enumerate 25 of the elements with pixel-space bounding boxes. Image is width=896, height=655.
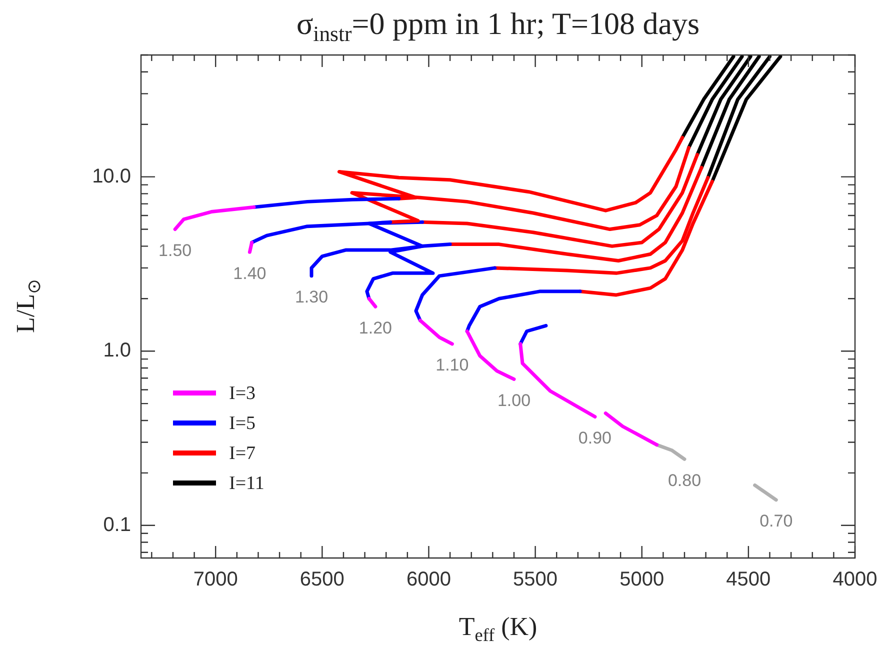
legend-label: I=5 (229, 412, 256, 434)
y-tick-label: 0.1 (103, 514, 131, 536)
annotation: 1.10 (436, 356, 469, 375)
annotation: 1.00 (497, 390, 531, 410)
annotation: 1.30 (294, 288, 328, 307)
annotation: 1.50 (158, 240, 192, 260)
x-tick-label: 5500 (513, 568, 558, 591)
legend-label: I=3 (229, 382, 256, 404)
x-axis-title: T$_{eff}$ (K) (458, 612, 538, 646)
annotation: 1.40 (233, 264, 266, 283)
legend-label: I=7 (229, 442, 256, 464)
x-tick-label: 5000 (620, 568, 664, 591)
legend-label: I=11 (229, 472, 264, 494)
x-tick-label: 6000 (406, 568, 451, 591)
annotation: 0.80 (668, 470, 702, 490)
x-tick-label: 4500 (726, 568, 771, 591)
y-tick-label: 1.0 (103, 340, 131, 362)
y-tick-label: 10.0 (92, 165, 131, 188)
x-tick-label: 4000 (832, 568, 878, 591)
chart-title: σ$_{instr}$=0 ppm in 1 hr; T=108 days (296, 6, 700, 48)
x-tick-label: 7000 (193, 568, 238, 591)
annotation: 0.70 (760, 512, 793, 531)
annotation: 0.90 (578, 428, 612, 448)
annotation: 1.20 (358, 318, 392, 338)
x-tick-label: 6500 (300, 568, 344, 591)
